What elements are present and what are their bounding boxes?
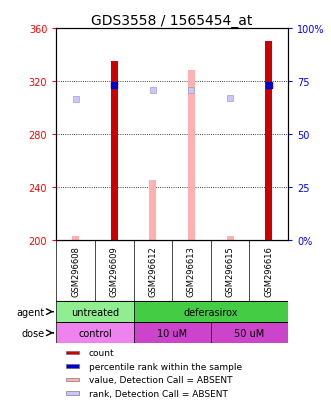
Text: dose: dose	[22, 328, 45, 338]
Bar	[265, 42, 272, 240]
Bar	[56, 301, 133, 323]
Text: GSM296613: GSM296613	[187, 245, 196, 296]
Bar	[66, 351, 79, 355]
Bar	[188, 71, 195, 240]
Text: control: control	[78, 328, 112, 338]
Text: value, Detection Call = ABSENT: value, Detection Call = ABSENT	[89, 375, 232, 384]
Bar	[56, 323, 133, 344]
Text: GSM296616: GSM296616	[264, 245, 273, 296]
Text: GSM296608: GSM296608	[71, 245, 80, 296]
Bar	[149, 181, 156, 240]
Bar	[66, 378, 79, 382]
Bar	[133, 323, 211, 344]
Text: rank, Detection Call = ABSENT: rank, Detection Call = ABSENT	[89, 389, 228, 398]
Text: agent: agent	[17, 307, 45, 317]
Bar	[66, 364, 79, 368]
Bar	[111, 62, 118, 240]
Text: 10 uM: 10 uM	[157, 328, 187, 338]
Text: GSM296609: GSM296609	[110, 245, 119, 296]
Text: untreated: untreated	[71, 307, 119, 317]
Title: GDS3558 / 1565454_at: GDS3558 / 1565454_at	[91, 14, 253, 28]
Bar	[211, 323, 288, 344]
Text: GSM296615: GSM296615	[225, 245, 235, 296]
Text: count: count	[89, 348, 114, 357]
Text: 50 uM: 50 uM	[234, 328, 264, 338]
Text: GSM296612: GSM296612	[148, 245, 157, 296]
Bar	[133, 301, 288, 323]
Text: deferasirox: deferasirox	[183, 307, 238, 317]
Bar	[72, 236, 79, 240]
Text: percentile rank within the sample: percentile rank within the sample	[89, 362, 242, 371]
Bar	[226, 236, 234, 240]
Bar	[66, 391, 79, 395]
